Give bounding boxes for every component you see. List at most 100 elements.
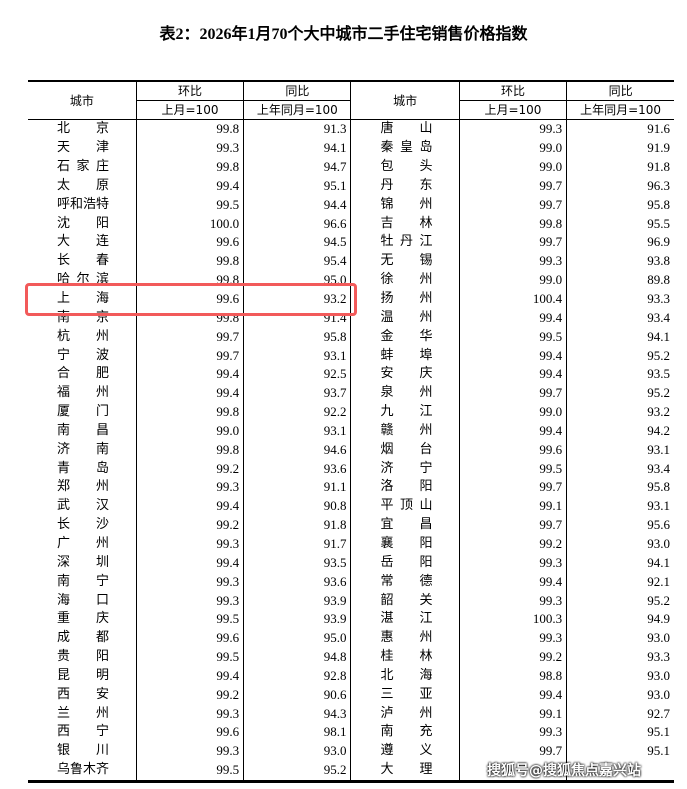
- city-cell: 安庆: [350, 364, 460, 384]
- city-cell: 遵义: [350, 741, 460, 761]
- mom-value: 99.3: [135, 138, 244, 158]
- yoy-value: 95.4: [243, 251, 351, 271]
- city-cell: 常德: [350, 572, 460, 592]
- city-cell: 温州: [350, 308, 460, 328]
- header-mom-base-right: 上月=100: [458, 100, 567, 120]
- yoy-value: 90.6: [243, 685, 351, 705]
- mom-value: 99.2: [135, 515, 244, 535]
- table-row: 深圳 99.4 93.5 岳阳 99.3 94.1: [28, 553, 674, 573]
- city-name: 深圳: [57, 554, 109, 570]
- city-cell: 泸州: [350, 704, 460, 723]
- mom-value: 99.4: [458, 364, 567, 384]
- header-mom-right: 环比: [458, 81, 567, 101]
- city-cell: 宜昌: [350, 515, 460, 535]
- mom-value: 99.8: [135, 157, 244, 177]
- mom-value: 99.3: [135, 534, 244, 554]
- header-city-left: 城市: [28, 81, 137, 120]
- mom-value: 99.4: [135, 666, 244, 686]
- city-name: 三亚: [380, 686, 433, 702]
- table-row: 兰州 99.3 94.3 泸州 99.1 92.7: [28, 704, 674, 723]
- yoy-value: 93.8: [566, 251, 674, 271]
- mom-value: 100.3: [458, 609, 567, 629]
- table-row: 天津 99.3 94.1 秦皇岛 99.0 91.9: [28, 138, 674, 158]
- table-row: 太原 99.4 95.1 丹东 99.7 96.3: [28, 176, 674, 196]
- mom-value: 99.8: [135, 119, 244, 139]
- yoy-value: 95.2: [566, 383, 674, 403]
- yoy-value: 93.5: [566, 364, 674, 384]
- yoy-value: 93.3: [566, 289, 674, 309]
- city-name: 徐州: [380, 272, 433, 288]
- mom-value: 98.8: [458, 666, 567, 686]
- city-name: 丹东: [380, 177, 433, 193]
- yoy-value: 95.8: [243, 327, 351, 347]
- watermark: 搜狐号@搜狐焦点嘉兴站: [487, 763, 641, 779]
- city-cell: 洛阳: [350, 478, 460, 497]
- table-row: 杭州 99.7 95.8 金华 99.5 94.1: [28, 327, 674, 347]
- table-row: 长沙 99.2 91.8 宜昌 99.7 95.6: [28, 515, 674, 535]
- city-cell: 贵阳: [28, 648, 136, 667]
- mom-value: 99.0: [458, 270, 567, 290]
- mom-value: 99.3: [458, 591, 567, 610]
- city-name: 韶关: [380, 592, 433, 608]
- mom-value: 99.4: [135, 364, 244, 384]
- yoy-value: 93.1: [243, 421, 351, 441]
- mom-value: 99.8: [135, 440, 244, 460]
- yoy-value: 91.9: [566, 138, 674, 158]
- mom-value: 99.4: [135, 496, 244, 516]
- mom-value: 99.7: [458, 176, 567, 196]
- city-cell: 武汉: [28, 497, 136, 516]
- city-cell: 烟台: [350, 440, 460, 460]
- city-name: 济宁: [380, 460, 433, 476]
- yoy-value: 96.6: [243, 214, 351, 234]
- mom-value: 99.8: [135, 402, 244, 422]
- table-row: 呼和浩特 99.5 94.4 锦州 99.7 95.8: [28, 195, 674, 215]
- city-name: 北海: [380, 667, 433, 683]
- table-row: 成都 99.6 95.0 惠州 99.3 93.0: [28, 628, 674, 648]
- table-row: 长春 99.8 95.4 无锡 99.3 93.8: [28, 251, 674, 271]
- city-cell: 济南: [28, 440, 136, 459]
- city-cell: 赣州: [350, 421, 460, 441]
- yoy-value: 94.5: [243, 233, 351, 252]
- city-cell: 南宁: [28, 572, 136, 591]
- yoy-value: 94.3: [243, 704, 351, 723]
- city-name: 宁波: [57, 347, 109, 363]
- table-row: 重庆 99.5 93.9 湛江 100.3 94.9: [28, 609, 674, 629]
- yoy-value: 94.6: [243, 440, 351, 460]
- mom-value: 100.4: [458, 289, 567, 309]
- yoy-value: 94.1: [243, 138, 351, 158]
- table-row: 南昌 99.0 93.1 赣州 99.4 94.2: [28, 421, 674, 441]
- mom-value: 99.7: [458, 233, 567, 252]
- mom-value: 99.1: [458, 704, 567, 723]
- city-name: 兰州: [57, 705, 109, 721]
- city-name: 天津: [57, 140, 109, 156]
- table-row: 北京 99.8 91.3 唐山 99.3 91.6: [28, 119, 674, 139]
- city-name: 无锡: [380, 253, 433, 269]
- city-name: 石家庄: [57, 159, 109, 175]
- yoy-value: 93.0: [566, 666, 674, 686]
- yoy-value: 93.3: [566, 647, 674, 667]
- mom-value: 99.3: [458, 723, 567, 742]
- city-cell: 郑州: [28, 478, 136, 497]
- mom-value: 99.5: [135, 609, 244, 629]
- city-cell: 杭州: [28, 327, 136, 346]
- city-cell: 重庆: [28, 610, 136, 629]
- city-cell: 福州: [28, 384, 136, 403]
- table-row: 银川 99.3 93.0 遵义 99.7 95.1: [28, 741, 674, 761]
- city-cell: 长沙: [28, 516, 136, 535]
- yoy-value: 93.9: [243, 591, 351, 610]
- city-name: 九江: [380, 404, 433, 420]
- city-cell: 西安: [28, 685, 136, 704]
- city-cell: 银川: [28, 742, 136, 761]
- yoy-value: 94.9: [566, 609, 674, 629]
- city-name: 泸州: [380, 705, 433, 721]
- mom-value: 99.7: [458, 478, 567, 497]
- mom-value: 99.7: [458, 383, 567, 403]
- city-cell: 宁波: [28, 346, 136, 365]
- yoy-value: 95.5: [566, 214, 674, 234]
- mom-value: 99.3: [458, 628, 567, 648]
- city-name: 西安: [57, 686, 109, 702]
- mom-value: 99.4: [458, 685, 567, 705]
- city-cell: 平顶山: [350, 496, 460, 516]
- city-cell: 九江: [350, 402, 460, 422]
- mom-value: 99.3: [135, 572, 244, 592]
